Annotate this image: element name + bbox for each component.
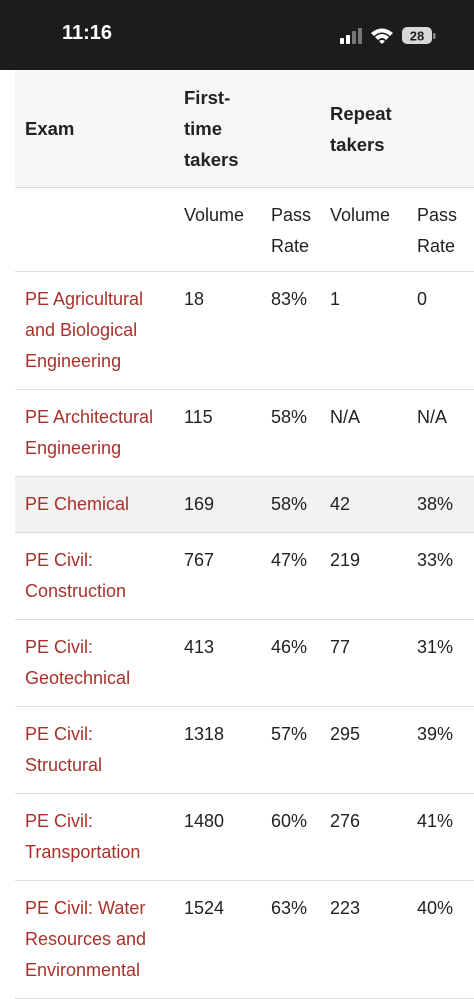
table-cell: 1524 <box>174 880 261 999</box>
table-cell: 276 <box>320 793 407 881</box>
table-row: PE Civil: Structural 1318 57% 295 39% <box>15 706 474 794</box>
table-cell: 413 <box>174 619 261 707</box>
table-cell: 58% <box>261 389 320 477</box>
table-cell: 33% <box>407 532 474 620</box>
exam-link[interactable]: PE Civil: Transportation <box>15 793 174 881</box>
table-cell: 39% <box>407 706 474 794</box>
table-cell: 46% <box>261 619 320 707</box>
table-container: Exam First-time takers Repeat takers Vol… <box>15 70 474 999</box>
subheader-cell: Volume <box>320 187 407 272</box>
battery-level: 28 <box>410 29 424 44</box>
status-bar: 11:16 28 <box>0 0 474 70</box>
status-icons: 28 <box>340 27 436 44</box>
table-cell: 18 <box>174 271 261 390</box>
table-row: PE Chemical 169 58% 42 38% <box>15 476 474 533</box>
table-cell: 63% <box>261 880 320 999</box>
table-cell: 223 <box>320 880 407 999</box>
table-cell: 115 <box>174 389 261 477</box>
table-cell: 42 <box>320 476 407 533</box>
table-cell: 83% <box>261 271 320 390</box>
table-cell: 47% <box>261 532 320 620</box>
table-cell: 0 <box>407 271 474 390</box>
exam-link[interactable]: PE Agricultural and Biological Engineeri… <box>15 271 174 390</box>
table-cell: 38% <box>407 476 474 533</box>
table-row: PE Civil: Water Resources and Environmen… <box>15 880 474 999</box>
table-body: Exam First-time takers Repeat takers Vol… <box>15 70 474 999</box>
table-cell: 58% <box>261 476 320 533</box>
table-cell: 57% <box>261 706 320 794</box>
table-row: PE Civil: Construction 767 47% 219 33% <box>15 532 474 620</box>
table-cell: 1318 <box>174 706 261 794</box>
header-cell: First-time takers <box>174 70 320 188</box>
table-row: PE Agricultural and Biological Engineeri… <box>15 271 474 390</box>
clock: 11:16 <box>62 22 113 44</box>
exam-link[interactable]: PE Civil: Geotechnical <box>15 619 174 707</box>
table-cell: 295 <box>320 706 407 794</box>
header-row: Exam First-time takers Repeat takers <box>15 70 474 188</box>
subheader-cell <box>15 187 174 272</box>
results-table: Exam First-time takers Repeat takers Vol… <box>15 70 474 999</box>
subheader-cell: Volume <box>174 187 261 272</box>
table-cell: 169 <box>174 476 261 533</box>
exam-link[interactable]: PE Civil: Water Resources and Environmen… <box>15 880 174 999</box>
table-cell: 31% <box>407 619 474 707</box>
table-cell: 77 <box>320 619 407 707</box>
table-cell: 40% <box>407 880 474 999</box>
table-cell: 1 <box>320 271 407 390</box>
table-row: PE Civil: Geotechnical 413 46% 77 31% <box>15 619 474 707</box>
header-text: First-time takers <box>184 87 239 170</box>
table-cell: N/A <box>320 389 407 477</box>
table-cell: 41% <box>407 793 474 881</box>
subheader-row: Volume Pass Rate Volume Pass Rate <box>15 187 474 272</box>
exam-link[interactable]: PE Civil: Construction <box>15 532 174 620</box>
table-cell: 60% <box>261 793 320 881</box>
exam-link[interactable]: PE Civil: Structural <box>15 706 174 794</box>
table-cell: 767 <box>174 532 261 620</box>
table-row: PE Civil: Transportation 1480 60% 276 41% <box>15 793 474 881</box>
exam-link[interactable]: PE Architectural Engineering <box>15 389 174 477</box>
table-cell: 1480 <box>174 793 261 881</box>
subheader-cell: Pass Rate <box>407 187 474 272</box>
header-cell: Exam <box>15 70 174 188</box>
table-row: PE Architectural Engineering 115 58% N/A N/A <box>15 389 474 477</box>
subheader-cell: Pass Rate <box>261 187 320 272</box>
table-cell: N/A <box>407 389 474 477</box>
table-cell: 219 <box>320 532 407 620</box>
header-cell: Repeat takers <box>320 70 474 188</box>
header-text: Repeat takers <box>330 102 392 155</box>
exam-link[interactable]: PE Chemical <box>15 476 174 533</box>
